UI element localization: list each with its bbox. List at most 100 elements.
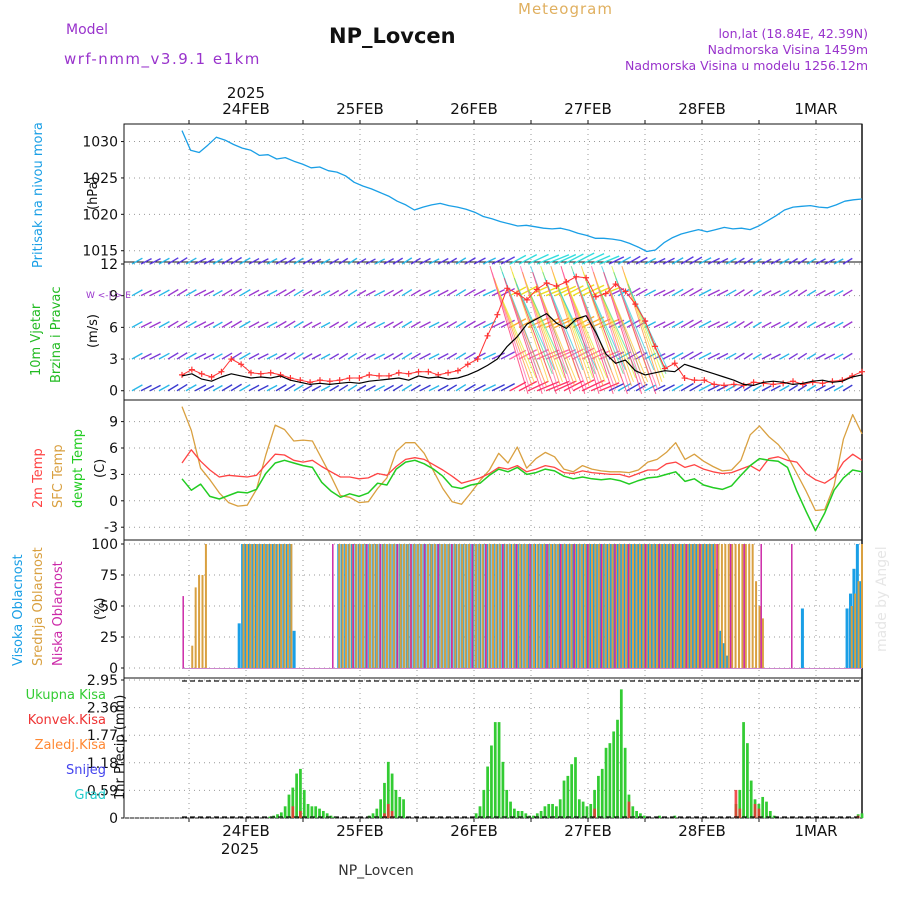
cloud-ylabel: (%)	[93, 598, 108, 621]
wind-barb	[266, 353, 278, 360]
wind-barb	[761, 385, 772, 392]
wind-barb	[374, 258, 386, 265]
wind-barb	[455, 320, 467, 328]
cloud-bar-1	[201, 575, 204, 668]
ytick-label: 12	[100, 257, 118, 273]
wind-barb	[833, 258, 844, 265]
cloud-bar-2	[396, 544, 399, 668]
cloud-bar-2	[366, 544, 368, 668]
wind-barb	[824, 385, 836, 392]
wind-barb	[716, 384, 729, 392]
wind-barb	[509, 349, 527, 360]
dewpt-label: dewpt Temp	[71, 429, 86, 508]
cloud-bar-1	[536, 544, 539, 668]
cloud-bar-1	[382, 544, 385, 668]
wind-barb	[212, 384, 223, 392]
wind-barb	[302, 321, 313, 328]
wind-barb	[383, 289, 394, 297]
panel-frame-2	[123, 399, 863, 541]
ytick-label: 1.77	[87, 728, 118, 744]
total-precip-bar	[539, 810, 543, 818]
precip-ylabel: 1hr Precip (mm)	[113, 695, 128, 800]
wind-barb	[167, 383, 179, 392]
wind-fan-line	[519, 265, 559, 391]
cloud-bar-2	[379, 544, 382, 668]
total-precip-bar	[390, 773, 394, 818]
cloud-bar-2	[559, 544, 562, 668]
wind-barb	[626, 350, 641, 360]
legend-total-precip: Ukupna Kisa	[26, 688, 106, 703]
wind-barb	[752, 384, 762, 392]
gust-marker	[553, 283, 560, 290]
cloud-bar-1	[553, 544, 556, 668]
cloud-bar-1	[252, 544, 255, 668]
wind-barb	[338, 352, 349, 360]
total-precip-bar	[543, 806, 547, 818]
legend-frozen-precip: Zaledj.Kisa	[35, 738, 106, 753]
wind-barb	[257, 353, 269, 360]
day-label-bottom: 24FEB	[222, 822, 269, 840]
cloud-bar-1	[755, 581, 758, 668]
cloud-bar-2	[672, 544, 674, 668]
wind-barb	[797, 384, 808, 392]
wind-barb	[743, 384, 753, 392]
day-label-bottom: 28FEB	[678, 822, 725, 840]
wind-barb	[842, 384, 853, 392]
wind-fan-line	[517, 289, 557, 395]
wind-barb	[788, 257, 799, 265]
wind-barb	[662, 320, 675, 328]
wind-barb	[311, 321, 322, 328]
wind-barb	[806, 321, 817, 328]
day-label-bottom: 26FEB	[450, 822, 497, 840]
wind-barb	[707, 257, 720, 265]
wind-barb	[410, 352, 421, 360]
wind-barb	[221, 320, 233, 328]
wind-barb	[626, 287, 641, 297]
cloud-bar-1	[673, 544, 676, 668]
wind-barb	[257, 384, 269, 392]
conv-precip-bar	[738, 808, 742, 818]
cloud-bar-1	[570, 544, 573, 668]
conv-precip-bar	[734, 789, 738, 818]
wind-barb	[176, 288, 188, 297]
total-precip-bar	[639, 813, 642, 818]
wind-barb	[500, 351, 515, 360]
elevation-label: Nadmorska Visina 1459m	[708, 42, 868, 57]
wind-barb	[365, 353, 376, 360]
gust-marker	[257, 370, 264, 377]
gust-marker	[198, 370, 205, 377]
total-precip-bar	[325, 813, 329, 818]
wind-barb	[410, 257, 421, 265]
lonlat-label: lon,lat (18.84E, 42.39N)	[718, 26, 868, 41]
wind-fan-line	[548, 289, 588, 391]
gust-marker	[809, 379, 816, 386]
wind-barb	[275, 384, 287, 392]
cloud-bar-0	[701, 544, 705, 668]
cloud-bar-2	[332, 544, 334, 668]
wind-barb	[293, 320, 304, 328]
wind-barb	[671, 383, 684, 392]
gust-marker	[523, 296, 530, 303]
wind-barb	[356, 289, 367, 297]
cloud-bar-1	[737, 544, 740, 668]
total-precip-bar	[746, 743, 749, 818]
gust-marker	[425, 368, 432, 375]
cloud-bar-1	[714, 544, 717, 668]
cloud-bar-1	[290, 544, 293, 668]
ytick-label: 1025	[82, 171, 118, 187]
gust-marker	[346, 375, 353, 382]
wind-barb	[500, 382, 515, 392]
cloud-bar-1	[659, 544, 662, 668]
wind-barb	[131, 257, 143, 265]
wind-barb	[797, 352, 808, 360]
ytick-label: -3	[104, 520, 118, 536]
wind-barb	[293, 384, 304, 392]
cloud-bar-1	[430, 544, 433, 668]
cloud-bar-1	[399, 544, 402, 668]
wind-fan-line	[609, 289, 649, 383]
total-precip-bar	[505, 789, 509, 818]
cloud-bar-2	[502, 544, 504, 668]
gust-marker	[267, 369, 274, 376]
wind-barb	[770, 290, 781, 297]
cloud-bar-1	[587, 544, 590, 668]
